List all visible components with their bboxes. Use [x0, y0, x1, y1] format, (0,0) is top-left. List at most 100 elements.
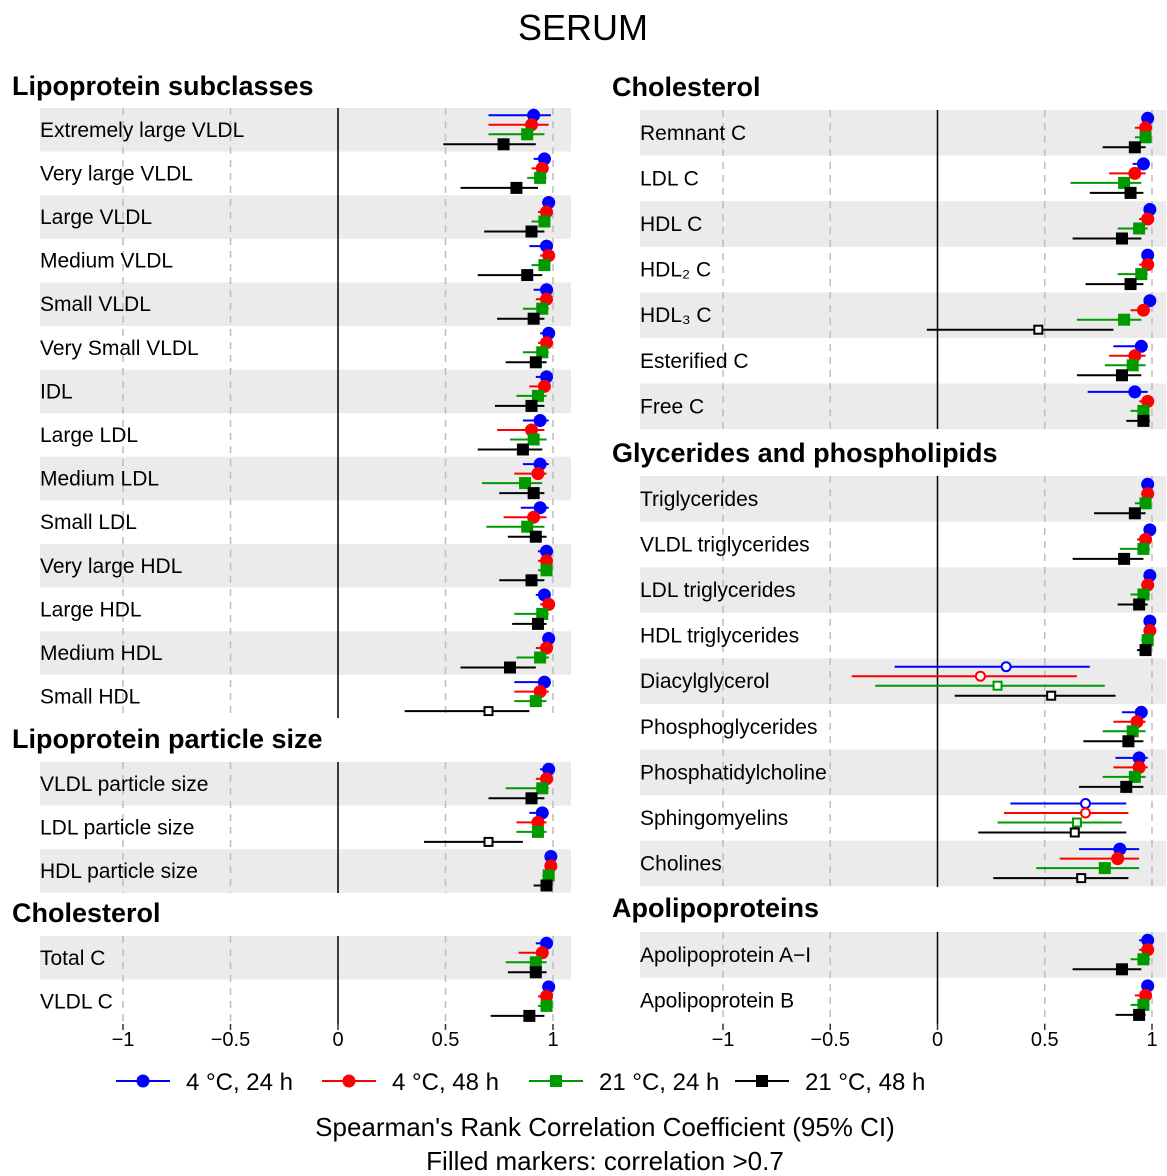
point-marker [542, 597, 556, 611]
point-marker [525, 225, 538, 238]
row-band [640, 292, 1166, 338]
point-marker [992, 680, 1003, 691]
point-marker [1135, 268, 1148, 281]
x-tick-label: 1 [1146, 1029, 1157, 1051]
point-marker [1133, 222, 1146, 235]
point-marker [529, 966, 542, 979]
point-marker [516, 443, 529, 456]
panel-title: Lipoprotein subclasses [12, 71, 314, 101]
point-marker [534, 651, 547, 664]
row-label: Phosphatidylcholine [640, 761, 827, 784]
point-marker [540, 564, 553, 577]
point-marker [1137, 998, 1150, 1011]
chart-note: Filled markers: correlation >0.7 [426, 1146, 784, 1176]
point-marker [1139, 644, 1152, 657]
row-label: Remnant C [640, 122, 746, 145]
point-marker [1141, 212, 1155, 226]
point-marker [1124, 186, 1137, 199]
row-label: Medium LDL [40, 468, 159, 491]
point-marker [525, 574, 538, 587]
row-band [40, 282, 571, 326]
point-marker [535, 946, 549, 960]
row-label: VLDL C [40, 990, 113, 1013]
point-marker [1139, 497, 1152, 510]
row-label: Very Small VLDL [40, 337, 199, 360]
point-marker [1115, 963, 1128, 976]
x-tick-label: −0.5 [211, 1029, 250, 1051]
point-marker [1122, 735, 1135, 748]
point-marker [527, 510, 541, 524]
legend-marker [756, 1075, 768, 1087]
row-band [640, 567, 1166, 613]
point-marker [1137, 588, 1150, 601]
point-marker [510, 181, 523, 194]
row-label: Large HDL [40, 598, 142, 621]
point-marker [540, 879, 553, 892]
point-marker [1071, 817, 1082, 828]
point-marker [1111, 852, 1125, 866]
point-marker [534, 171, 547, 184]
row-band [40, 369, 571, 414]
point-marker [1069, 827, 1080, 838]
point-marker [1000, 661, 1012, 673]
row-label: Free C [640, 395, 704, 418]
point-marker [538, 215, 551, 228]
panel-title: Apolipoproteins [612, 893, 819, 923]
row-label: Medium VLDL [40, 250, 173, 273]
row-band [40, 849, 571, 893]
point-marker [974, 670, 986, 682]
point-marker [1128, 141, 1141, 154]
point-marker [536, 302, 549, 315]
row-label: HDL₂ C [640, 259, 711, 282]
point-marker [527, 433, 540, 446]
row-label: Phosphoglycerides [640, 716, 817, 739]
point-marker [1115, 232, 1128, 245]
point-marker [533, 414, 547, 427]
row-label: Large LDL [40, 424, 138, 447]
point-marker [525, 399, 538, 412]
row-label: HDL triglycerides [640, 625, 799, 648]
point-marker [1118, 552, 1131, 565]
point-marker [536, 782, 549, 795]
row-band [640, 476, 1166, 522]
panel-title: Cholesterol [12, 898, 161, 928]
row-label: Total C [40, 947, 105, 970]
point-marker [1046, 690, 1057, 701]
point-marker [1076, 873, 1087, 884]
point-marker [527, 312, 540, 325]
point-marker [536, 607, 549, 620]
point-marker [529, 695, 542, 708]
row-band [640, 110, 1166, 156]
x-axis-title: Spearman's Rank Correlation Coefficient … [315, 1112, 895, 1142]
x-tick-label: 0 [932, 1029, 943, 1051]
point-marker [542, 869, 555, 882]
point-marker [529, 356, 542, 369]
legend-marker [342, 1074, 356, 1088]
x-tick-label: 0.5 [432, 1029, 460, 1051]
point-marker [1115, 369, 1128, 382]
x-tick-label: 0 [332, 1029, 343, 1051]
panel-title: Lipoprotein particle size [12, 724, 323, 754]
row-label: VLDL particle size [40, 773, 208, 796]
point-marker [521, 520, 534, 533]
point-marker [1137, 404, 1150, 417]
x-tick-label: −0.5 [811, 1029, 850, 1051]
row-label: Sphingomyelins [640, 807, 788, 830]
row-band [40, 456, 571, 501]
point-marker [1118, 176, 1131, 189]
row-label: Very large VLDL [40, 162, 193, 185]
row-label: Small LDL [40, 511, 137, 534]
x-tick-label: 1 [547, 1029, 558, 1051]
legend-label: 4 °C, 48 h [392, 1069, 499, 1096]
point-marker [1098, 862, 1111, 875]
point-marker [1141, 258, 1155, 272]
point-marker [1033, 324, 1044, 335]
point-marker [533, 501, 547, 515]
point-marker [529, 530, 542, 543]
row-band [640, 383, 1166, 430]
x-tick-label: 0.5 [1031, 1029, 1059, 1051]
row-label: Large VLDL [40, 206, 152, 229]
point-marker [497, 138, 510, 151]
point-marker [483, 706, 494, 717]
